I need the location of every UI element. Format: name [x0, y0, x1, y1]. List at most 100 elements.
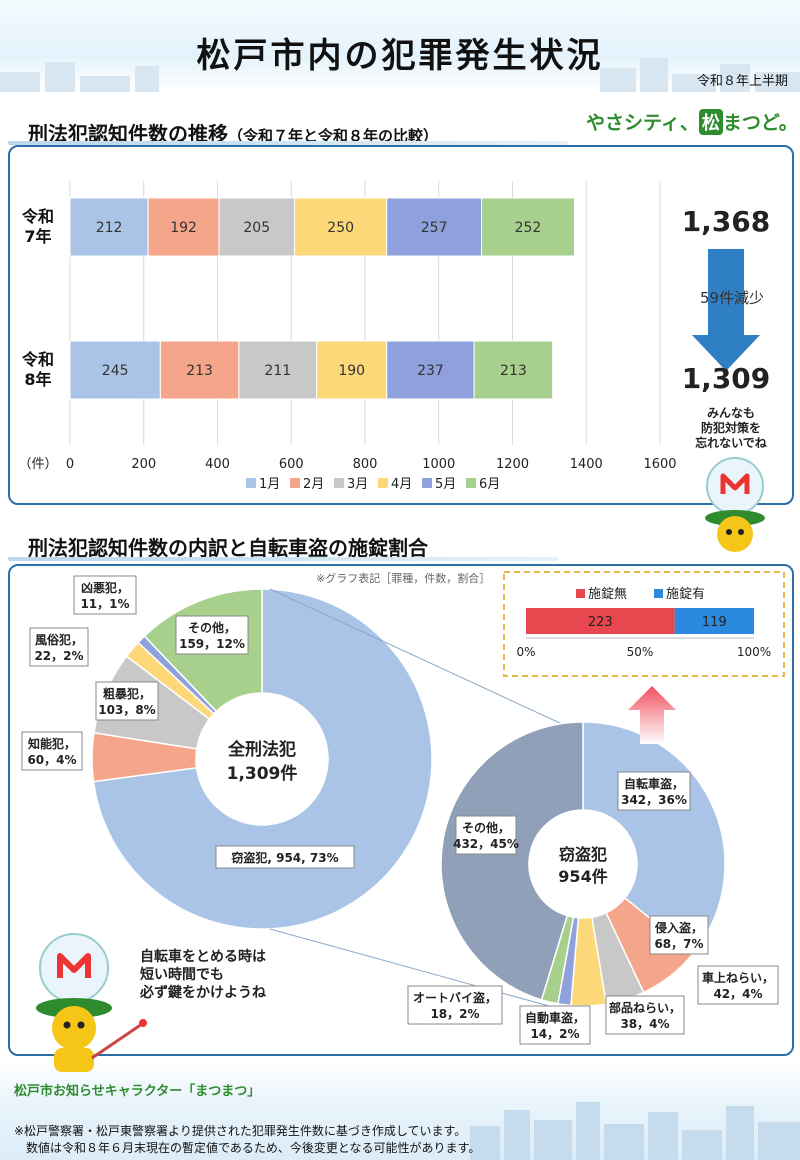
- character-name: 松戸市お知らせキャラクター「まつまつ」: [14, 1084, 261, 1099]
- donut-center-value: 954件: [558, 867, 607, 886]
- small-donut-label: 部品ねらい，: [609, 1000, 681, 1015]
- big-donut-label-box: [215, 845, 355, 869]
- callout-arrow: [628, 686, 676, 744]
- small-donut-label: 自動車盗，: [525, 1010, 585, 1025]
- decrease-arrow: [692, 249, 760, 371]
- bar-segment: [386, 197, 483, 257]
- section2-underline: [8, 557, 558, 561]
- change-label: 59件減少: [700, 289, 764, 307]
- small-donut-label-box: [455, 815, 517, 855]
- footnote-source: ※松戸警察署・松戸東警察署より提供された犯罪発生件数に基づき作成しています。: [14, 1124, 467, 1138]
- x-unit-label: （件）: [18, 457, 57, 472]
- bar-segment: [69, 197, 149, 257]
- section2-title: 刑法犯認知件数の内訳と自転車盗の施錠割合: [28, 536, 428, 560]
- small-donut-label: 68，7%: [654, 937, 703, 951]
- city-slogan: やさシティ、松まつど。: [586, 108, 798, 135]
- row-label: 8年: [24, 370, 51, 389]
- balloon-bottom-line: 必ず鍵をかけようね: [140, 985, 266, 1001]
- mascot-body: [54, 1048, 94, 1072]
- small-donut-label: オートバイ盗，: [413, 990, 497, 1005]
- legend-label: 2月: [303, 477, 324, 492]
- bar-value-label: 257: [421, 220, 448, 236]
- slogan-pine: 松: [698, 109, 723, 135]
- slogan-post: まつど。: [722, 112, 798, 134]
- big-donut-label-box: [73, 575, 137, 615]
- mascot-eye: [77, 1021, 85, 1029]
- bar-segment: [473, 340, 554, 400]
- big-donut-label-box: [175, 615, 249, 655]
- bar-segment: [218, 197, 296, 257]
- legend-label: 1月: [259, 477, 280, 492]
- big-donut-label: 159，12%: [179, 637, 245, 651]
- x-tick-label: 400: [205, 457, 230, 472]
- legend-swatch: [466, 478, 476, 488]
- bar-segment: [69, 340, 161, 400]
- bar-value-label: 245: [102, 363, 129, 379]
- small-donut-label: 18，2%: [430, 1007, 479, 1021]
- big-donut-label: 22，2%: [34, 649, 83, 663]
- mascot-pointer-stick: [91, 1022, 143, 1060]
- small-donut-label-box: [697, 965, 779, 1005]
- monthly-stacked-bar-chart: 0 200 400 600 800 1000 1200 1400 1600（件）令和7年 212 1…: [18, 181, 771, 492]
- big-donut-label: 風俗犯，: [35, 632, 83, 647]
- mascot-m-letter: [57, 953, 91, 978]
- x-tick-label: 1600: [643, 457, 676, 472]
- donut-slice: [92, 588, 433, 930]
- donut-slice: [440, 721, 584, 1001]
- bar-segment: [159, 340, 240, 400]
- character-balloon-bottom: 自転車をとめる時は 短い時間でも 必ず鍵をかけようね: [140, 948, 266, 1002]
- mascot-matsumatsu-bottom: [36, 933, 147, 1072]
- big-donut-label-box: [21, 731, 83, 771]
- balloon-top-line: みんなも: [706, 406, 755, 420]
- bar-segment: [294, 197, 388, 257]
- big-donut-label: 11，1%: [80, 597, 129, 611]
- legend-swatch: [654, 589, 663, 598]
- small-donut-label-box: [519, 1005, 591, 1045]
- small-donut-label: 42，4%: [713, 987, 762, 1001]
- total-2026: 1,309: [682, 362, 771, 395]
- skyline-decoration: [0, 58, 800, 92]
- small-donut-label: 侵入盗，: [654, 920, 703, 935]
- bar-value-label: 211: [264, 363, 291, 379]
- big-donut-label: 103，8%: [98, 703, 155, 717]
- slogan-pre: やさシティ、: [586, 112, 699, 134]
- small-donut-label-box: [605, 995, 685, 1035]
- row-label: 7年: [24, 227, 51, 246]
- x-tick-label: 200: [131, 457, 156, 472]
- mascot-m-letter: [720, 473, 750, 494]
- donut-center-label: 窃盗犯: [559, 845, 607, 864]
- bar-value-label: 192: [170, 220, 197, 236]
- row-label: 令和: [21, 350, 54, 369]
- mascot-pointer-tip: [139, 1019, 147, 1027]
- lock-tick-label: 100%: [737, 645, 771, 659]
- legend-swatch: [334, 478, 344, 488]
- bar-value-label: 190: [338, 363, 365, 379]
- bar-value-label: 237: [417, 363, 444, 379]
- section1-underline: [8, 141, 568, 145]
- mascot-matsumatsu-top: [705, 457, 765, 552]
- period-label: 令和８年上半期: [696, 74, 788, 89]
- balloon-top-line: 忘れないでね: [695, 436, 767, 450]
- bar-segment: [481, 197, 575, 257]
- section1-subtitle: （令和７年と令和８年の比較）: [228, 127, 439, 145]
- small-donut-label-box: [617, 771, 691, 811]
- lock-bar-value: 119: [702, 615, 727, 630]
- mascot-eye: [726, 529, 732, 535]
- lock-tick-label: 50%: [627, 645, 654, 659]
- x-tick-label: 1000: [422, 457, 455, 472]
- small-donut-label: 自転車盗，: [624, 776, 684, 791]
- big-donut-label: 窃盗犯, 954, 73%: [231, 850, 338, 865]
- bar-value-label: 213: [500, 363, 527, 379]
- page-title: 松戸市内の犯罪発生状況: [196, 36, 604, 76]
- bar-segment: [316, 340, 388, 400]
- balloon-bottom-line: 短い時間でも: [140, 967, 224, 983]
- legend-swatch: [246, 478, 256, 488]
- bar-segment: [386, 340, 475, 400]
- lock-bar-segment: [526, 608, 675, 634]
- zoom-connector: [269, 588, 589, 737]
- donut-center-value: 1,309件: [227, 763, 298, 784]
- big-donut-label: 凶悪犯，: [81, 580, 129, 595]
- bar-value-label: 213: [186, 363, 213, 379]
- lock-bar-value: 223: [588, 615, 613, 630]
